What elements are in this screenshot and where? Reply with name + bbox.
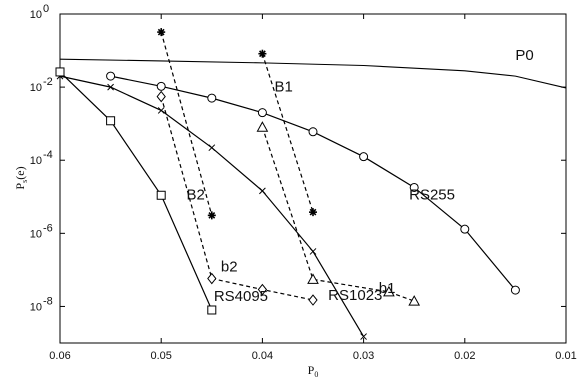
circle-marker (308, 127, 318, 137)
series-label-b1: b1 (379, 280, 396, 297)
x-marker (157, 107, 165, 114)
x-tick-label: 0.04 (252, 350, 273, 362)
circle-marker (257, 108, 267, 118)
diamond-marker (156, 90, 166, 103)
x-marker (360, 333, 367, 340)
circle-marker (207, 93, 217, 103)
series-label-rs4095: RS4095 (214, 288, 268, 305)
x-marker (208, 144, 216, 152)
circle-marker (156, 81, 166, 91)
circle-marker (460, 224, 470, 234)
square-marker (106, 116, 116, 126)
y-tick-label: 10 (30, 228, 42, 240)
series-line-b1 (261, 127, 415, 302)
square-marker (55, 67, 65, 77)
series-markers (55, 28, 520, 340)
y-tick-exponent: -2 (43, 76, 53, 88)
diamond-marker (257, 283, 268, 296)
circle-marker (106, 71, 116, 81)
series-label-b1: B1 (275, 79, 293, 96)
diamond-marker (308, 294, 318, 306)
series-line-b2 (160, 96, 314, 301)
circle-marker (409, 182, 419, 192)
x-marker (259, 187, 266, 195)
y-tick-exponent: -4 (43, 149, 53, 161)
series-label-p0: P0 (515, 47, 533, 64)
x-tick-label: 0.05 (150, 350, 171, 362)
triangle-marker (408, 295, 421, 306)
circle-marker (510, 285, 520, 295)
circle-marker (359, 152, 369, 162)
x-tick-label: 0.02 (454, 350, 475, 362)
series-labels: P0 RS255 RS1023 RS4095 B1 B2 b1 b2 (187, 47, 534, 305)
triangle-marker (307, 273, 319, 284)
series-label-b2: b2 (221, 259, 238, 276)
x-axis-title: P0 (308, 363, 319, 379)
x-tick-label: 0.01 (555, 350, 576, 362)
triangle-marker (256, 121, 269, 132)
series-label-rs255: RS255 (409, 186, 455, 203)
series-line-rs255 (110, 75, 516, 291)
x-marker (107, 83, 114, 91)
star-marker (207, 211, 216, 220)
star-marker (309, 208, 317, 217)
y-tick-label: 10 (30, 155, 42, 167)
plot-frame (59, 13, 567, 344)
series-label-rs1023: RS1023 (328, 287, 382, 304)
x-tick-label: 0.03 (353, 350, 374, 362)
y-tick-label: 10 (30, 9, 42, 21)
star-marker (157, 28, 166, 37)
series-line-b1 (261, 53, 314, 213)
diamond-marker (207, 272, 217, 285)
x-marker (309, 248, 317, 255)
star-marker (258, 49, 267, 58)
y-tick-label: 10 (30, 82, 42, 94)
series-label-b2: B2 (187, 186, 205, 203)
y-tick-exponent: -8 (43, 295, 53, 307)
y-tick-exponent: 0 (43, 3, 49, 15)
series-line-b2 (160, 31, 213, 216)
series-lines (59, 31, 567, 337)
x-tick-label: 0.06 (49, 350, 70, 362)
y-tick-label: 10 (30, 301, 42, 313)
triangle-marker (383, 285, 395, 297)
square-marker (207, 305, 217, 315)
square-marker (156, 190, 166, 200)
y-axis-title: Ps(e) (13, 166, 29, 189)
y-tick-exponent: -6 (43, 222, 53, 234)
series-line-p0 (59, 58, 567, 89)
series-line-rs4095 (59, 71, 213, 311)
